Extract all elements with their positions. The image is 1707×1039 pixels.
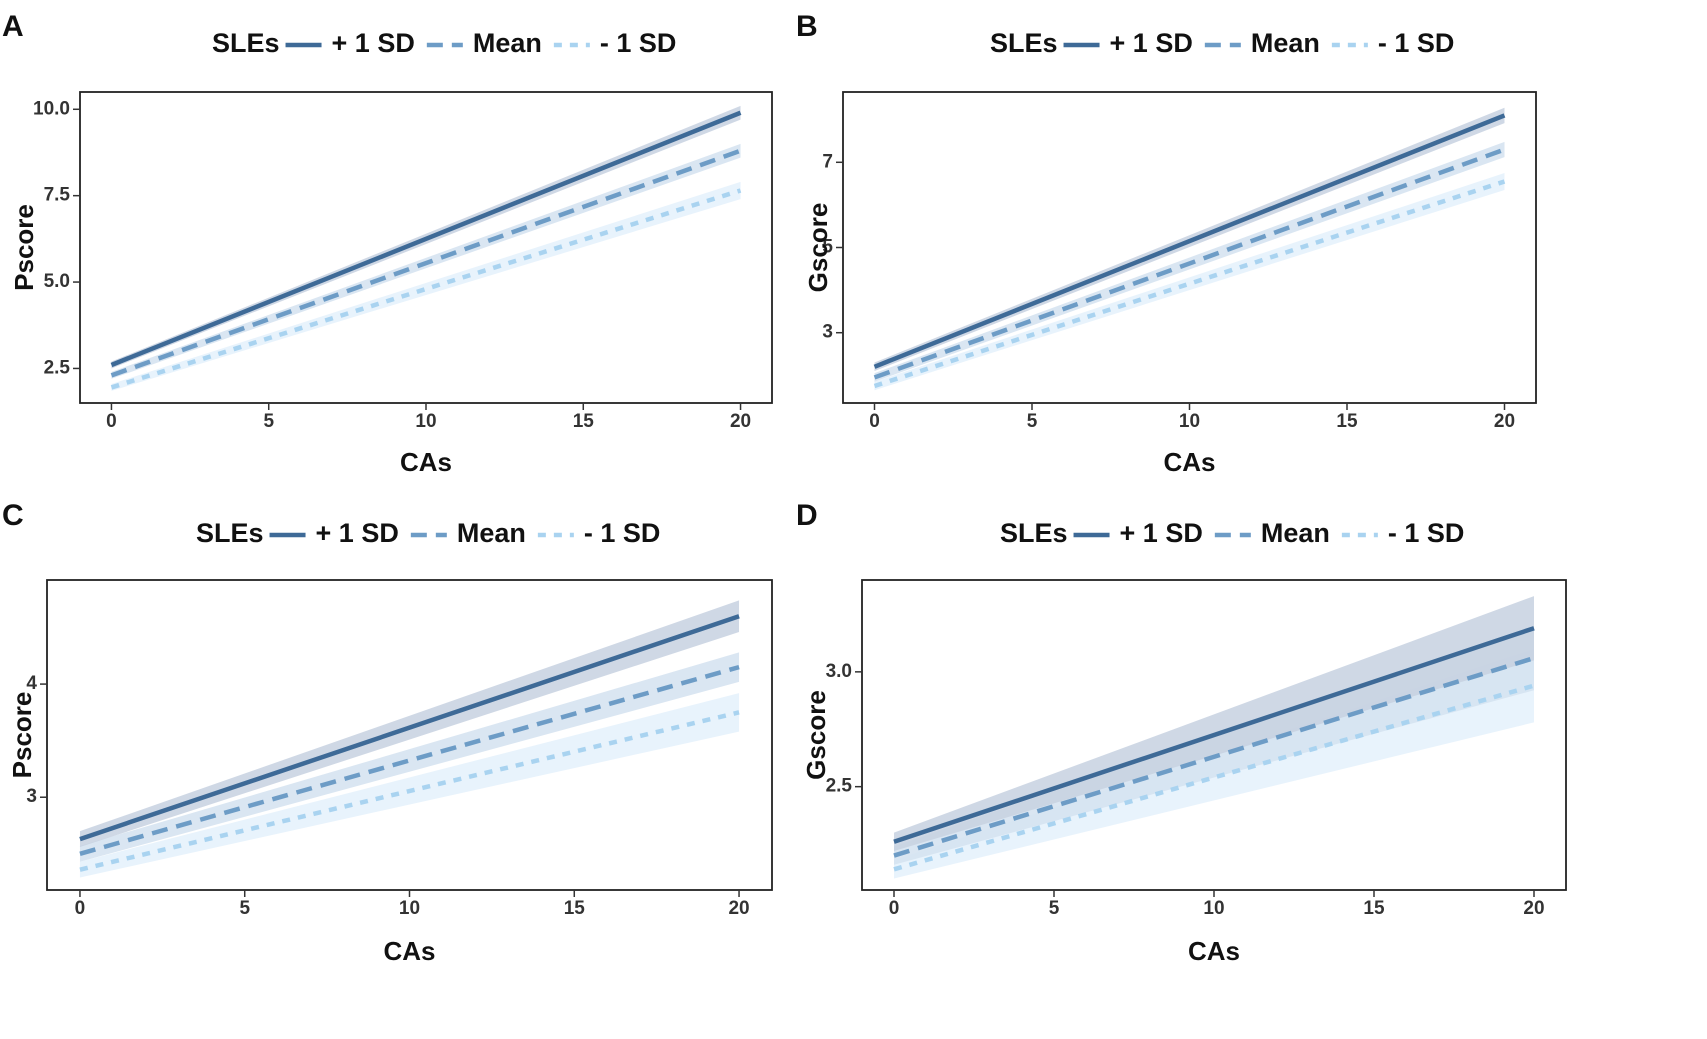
x-tick-label: 15 <box>1336 411 1358 432</box>
legend-label-plus-sd: + 1 SD <box>332 28 415 58</box>
legend-label-minus-sd: - 1 SD <box>584 518 661 548</box>
series-line-plus-sd <box>79 614 740 842</box>
x-axis-title-b: CAs <box>1163 447 1215 477</box>
x-tick-label: 10 <box>399 898 420 919</box>
series-line-mean <box>110 148 742 378</box>
y-tick-label: 5.0 <box>44 271 70 292</box>
legend-label-plus-sd: + 1 SD <box>316 518 399 548</box>
y-tick-label: 7 <box>822 151 833 172</box>
y-tick-label: 5 <box>822 237 833 258</box>
legend-label-plus-sd: + 1 SD <box>1110 28 1193 58</box>
y-tick-label: 2.5 <box>826 776 853 797</box>
ci-band-minus-sd <box>79 693 740 878</box>
legend-title: SLEs <box>990 28 1058 58</box>
series-line-minus-sd <box>873 179 1506 389</box>
series-line-plus-sd <box>110 110 742 368</box>
series-line-mean <box>873 147 1506 380</box>
legend-label-mean: Mean <box>457 518 526 548</box>
x-tick-label: 10 <box>1203 898 1224 919</box>
y-tick-label: 2.5 <box>44 357 71 378</box>
x-tick-label: 10 <box>1179 411 1200 432</box>
plot-area-c <box>79 600 740 878</box>
legend-label-plus-sd: + 1 SD <box>1120 518 1203 548</box>
panel-label-a: A <box>2 10 24 43</box>
series-line-minus-sd <box>110 188 742 390</box>
x-axis-title-a: CAs <box>400 447 452 477</box>
x-tick-label: 5 <box>239 898 250 919</box>
x-tick-label: 5 <box>1027 411 1038 432</box>
plot-area-a <box>110 105 742 391</box>
x-axis-title-c: CAs <box>383 936 435 966</box>
series-line-minus-sd <box>79 710 740 872</box>
panel-d: D SLEs + 1 SD Mean - 1 SD 0 5 10 15 20 2.5 3.0 CAs Gs… <box>796 499 1567 966</box>
panel-b: B SLEs + 1 SD Mean - 1 SD 0 5 10 15 20 3 5 7 CAs Gscor… <box>796 10 1537 477</box>
x-tick-label: 5 <box>1049 898 1060 919</box>
legend-label-minus-sd: - 1 SD <box>600 28 677 58</box>
ci-band-mean <box>79 652 740 862</box>
panel-label-b: B <box>796 10 818 43</box>
legend-c: SLEs + 1 SD Mean - 1 SD <box>196 518 660 548</box>
legend-title: SLEs <box>196 518 264 548</box>
panel-c: C SLEs + 1 SD Mean - 1 SD 0 5 10 15 20 3 4 CAs Pscore <box>2 499 773 966</box>
x-tick-label: 15 <box>564 898 586 919</box>
x-tick-label: 20 <box>1494 411 1515 432</box>
y-tick-label: 7.5 <box>44 185 71 206</box>
y-axis-title-d: Gscore <box>801 690 831 780</box>
x-tick-label: 0 <box>106 411 117 432</box>
y-axis-title-c: Pscore <box>7 692 37 779</box>
panel-label-c: C <box>2 499 24 532</box>
legend-a: SLEs + 1 SD Mean - 1 SD <box>212 28 676 58</box>
legend-label-mean: Mean <box>1261 518 1330 548</box>
x-axis-title-d: CAs <box>1188 936 1240 966</box>
legend-label-minus-sd: - 1 SD <box>1388 518 1465 548</box>
y-tick-label: 3.0 <box>826 661 852 682</box>
plot-area-b <box>873 107 1506 391</box>
y-tick-label: 3 <box>822 322 833 343</box>
legend-b: SLEs + 1 SD Mean - 1 SD <box>990 28 1454 58</box>
y-tick-label: 10.0 <box>33 98 70 119</box>
y-tick-label: 4 <box>26 673 37 694</box>
legend-label-mean: Mean <box>1251 28 1320 58</box>
legend-d: SLEs + 1 SD Mean - 1 SD <box>1000 518 1464 548</box>
series-line-plus-sd <box>873 113 1506 369</box>
y-axis-title-b: Gscore <box>803 203 833 293</box>
x-tick-label: 20 <box>1523 898 1544 919</box>
series-line-mean <box>893 655 1535 858</box>
x-tick-label: 20 <box>730 411 751 432</box>
x-tick-label: 15 <box>573 411 595 432</box>
y-tick-label: 3 <box>26 786 37 807</box>
x-tick-label: 0 <box>889 898 900 919</box>
series-line-mean <box>79 664 740 856</box>
legend-title: SLEs <box>1000 518 1068 548</box>
legend-title: SLEs <box>212 28 280 58</box>
x-tick-label: 10 <box>415 411 436 432</box>
plot-area-d <box>893 596 1535 879</box>
series-line-plus-sd <box>893 626 1535 844</box>
panel-a: A SLEs + 1 SD Mean - 1 SD 0 5 10 15 20 2.5 5.0 7.5 10… <box>2 10 773 477</box>
x-tick-label: 15 <box>1363 898 1385 919</box>
x-tick-label: 5 <box>263 411 274 432</box>
legend-label-minus-sd: - 1 SD <box>1378 28 1455 58</box>
x-tick-label: 0 <box>75 898 86 919</box>
x-tick-label: 20 <box>728 898 749 919</box>
panel-label-d: D <box>796 499 818 532</box>
legend-label-mean: Mean <box>473 28 542 58</box>
x-tick-label: 0 <box>869 411 880 432</box>
y-axis-title-a: Pscore <box>9 204 39 291</box>
